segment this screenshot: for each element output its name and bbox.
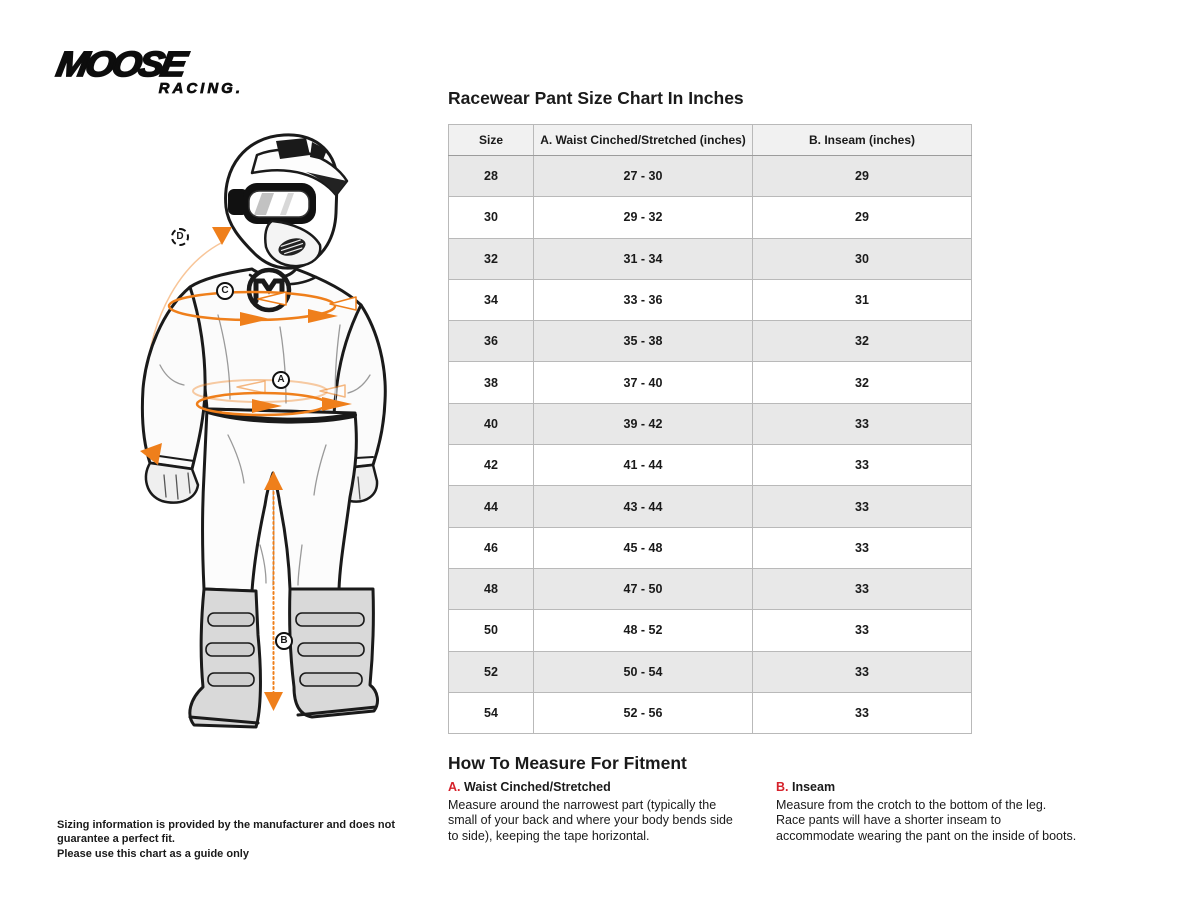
table-cell: 33 (752, 402, 972, 446)
size-table-body: 28 27 - 30 29 30 29 - 32 29 32 31 - 34 30 34 33 - … (448, 154, 972, 735)
table-row: 42 41 - 44 33 (448, 444, 972, 487)
table-cell: 39 - 42 (533, 402, 753, 446)
howto-inseam-letter: B. (776, 780, 789, 794)
table-row: 54 52 - 56 33 (448, 691, 972, 735)
howto-waist-heading: A. Waist Cinched/Stretched (448, 780, 742, 796)
rider-illustration: D C A B (40, 115, 420, 745)
table-cell: 33 (752, 567, 972, 611)
left-glove (144, 461, 200, 504)
table-row: 46 45 - 48 33 (448, 526, 972, 569)
table-cell: 33 (752, 444, 972, 487)
table-cell: 38 (448, 361, 534, 404)
table-cell: 33 (752, 650, 972, 693)
table-cell: 29 (752, 154, 972, 198)
disclaimer-line-1: Sizing information is provided by the ma… (57, 819, 395, 846)
rider-drawing (140, 133, 387, 729)
table-cell: 34 (448, 278, 534, 322)
table-row: 48 47 - 50 33 (448, 567, 972, 611)
disclaimer-line-2: Please use this chart as a guide only (57, 847, 249, 860)
table-cell: 47 - 50 (533, 567, 753, 611)
table-cell: 27 - 30 (533, 154, 753, 198)
measure-label-b: B (275, 632, 293, 650)
table-row: 34 33 - 36 31 (448, 278, 972, 322)
left-arm (140, 285, 207, 471)
table-cell: 33 (752, 526, 972, 569)
table-cell: 30 (448, 196, 534, 239)
table-row: 32 31 - 34 30 (448, 237, 972, 280)
table-cell: 30 (752, 237, 972, 280)
howto-item-waist: A. Waist Cinched/Stretched Measure aroun… (448, 780, 742, 845)
disclaimer: Sizing information is provided by the ma… (57, 818, 437, 861)
table-cell: 32 (752, 361, 972, 404)
pants (201, 407, 358, 593)
col-header-inseam: B. Inseam (inches) (752, 124, 972, 156)
table-cell: 48 - 52 (533, 609, 753, 652)
howto-waist-name: Waist Cinched/Stretched (463, 780, 611, 794)
table-cell: 29 - 32 (533, 196, 753, 239)
howto-title: How To Measure For Fitment (448, 753, 687, 773)
table-cell: 50 - 54 (533, 650, 753, 693)
table-cell: 32 (752, 320, 972, 363)
table-cell: 33 (752, 609, 972, 652)
howto-inseam-name: Inseam (791, 780, 836, 794)
measure-d-bottom-arrow (140, 443, 162, 465)
table-cell: 40 (448, 402, 534, 446)
howto-waist-text: Measure around the narrowest part (typic… (448, 797, 733, 843)
table-cell: 46 (448, 526, 534, 569)
measure-label-c: C (216, 282, 234, 300)
chart-title: Racewear Pant Size Chart In Inches (448, 88, 744, 108)
table-cell: 54 (448, 691, 534, 735)
left-boot (188, 587, 262, 729)
table-cell: 45 - 48 (533, 526, 753, 569)
table-cell: 48 (448, 567, 534, 611)
moose-racing-logo: MOOSE RACING. (53, 45, 257, 98)
size-table: Size A. Waist Cinched/Stretched (inches)… (448, 124, 972, 735)
table-cell: 44 (448, 485, 534, 528)
logo-word-racing: RACING. (158, 80, 243, 98)
table-cell: 32 (448, 237, 534, 280)
table-row: 40 39 - 42 33 (448, 402, 972, 446)
table-cell: 31 (752, 278, 972, 322)
table-cell: 36 (448, 320, 534, 363)
howto-item-inseam: B. Inseam Measure from the crotch to the… (776, 780, 1078, 845)
measure-label-a: A (272, 371, 290, 389)
table-row: 44 43 - 44 33 (448, 485, 972, 528)
howto-waist-letter: A. (448, 780, 461, 794)
belt (205, 408, 357, 424)
table-row: 36 35 - 38 32 (448, 320, 972, 363)
table-row: 52 50 - 54 33 (448, 650, 972, 693)
table-cell: 28 (448, 154, 534, 198)
table-cell: 42 (448, 444, 534, 487)
table-row: 50 48 - 52 33 (448, 609, 972, 652)
table-cell: 31 - 34 (533, 237, 753, 280)
table-cell: 29 (752, 196, 972, 239)
howto-inseam-heading: B. Inseam (776, 780, 1078, 796)
table-row: 30 29 - 32 29 (448, 196, 972, 239)
howto-inseam-text: Measure from the crotch to the bottom of… (776, 797, 1077, 843)
logo-word-moose: MOOSE (53, 45, 188, 86)
table-cell: 52 - 56 (533, 691, 753, 735)
table-cell: 33 - 36 (533, 278, 753, 322)
table-cell: 43 - 44 (533, 485, 753, 528)
table-cell: 37 - 40 (533, 361, 753, 404)
table-cell: 33 (752, 485, 972, 528)
table-cell: 33 (752, 691, 972, 735)
table-cell: 35 - 38 (533, 320, 753, 363)
measure-d-top-arrow (212, 227, 232, 245)
table-cell: 41 - 44 (533, 444, 753, 487)
table-header-row: Size A. Waist Cinched/Stretched (inches)… (448, 124, 972, 156)
table-row: 38 37 - 40 32 (448, 361, 972, 404)
col-header-size: Size (448, 124, 534, 156)
table-cell: 50 (448, 609, 534, 652)
table-row: 28 27 - 30 29 (448, 154, 972, 198)
measure-label-d: D (171, 228, 189, 246)
table-cell: 52 (448, 650, 534, 693)
col-header-waist: A. Waist Cinched/Stretched (inches) (533, 124, 753, 156)
